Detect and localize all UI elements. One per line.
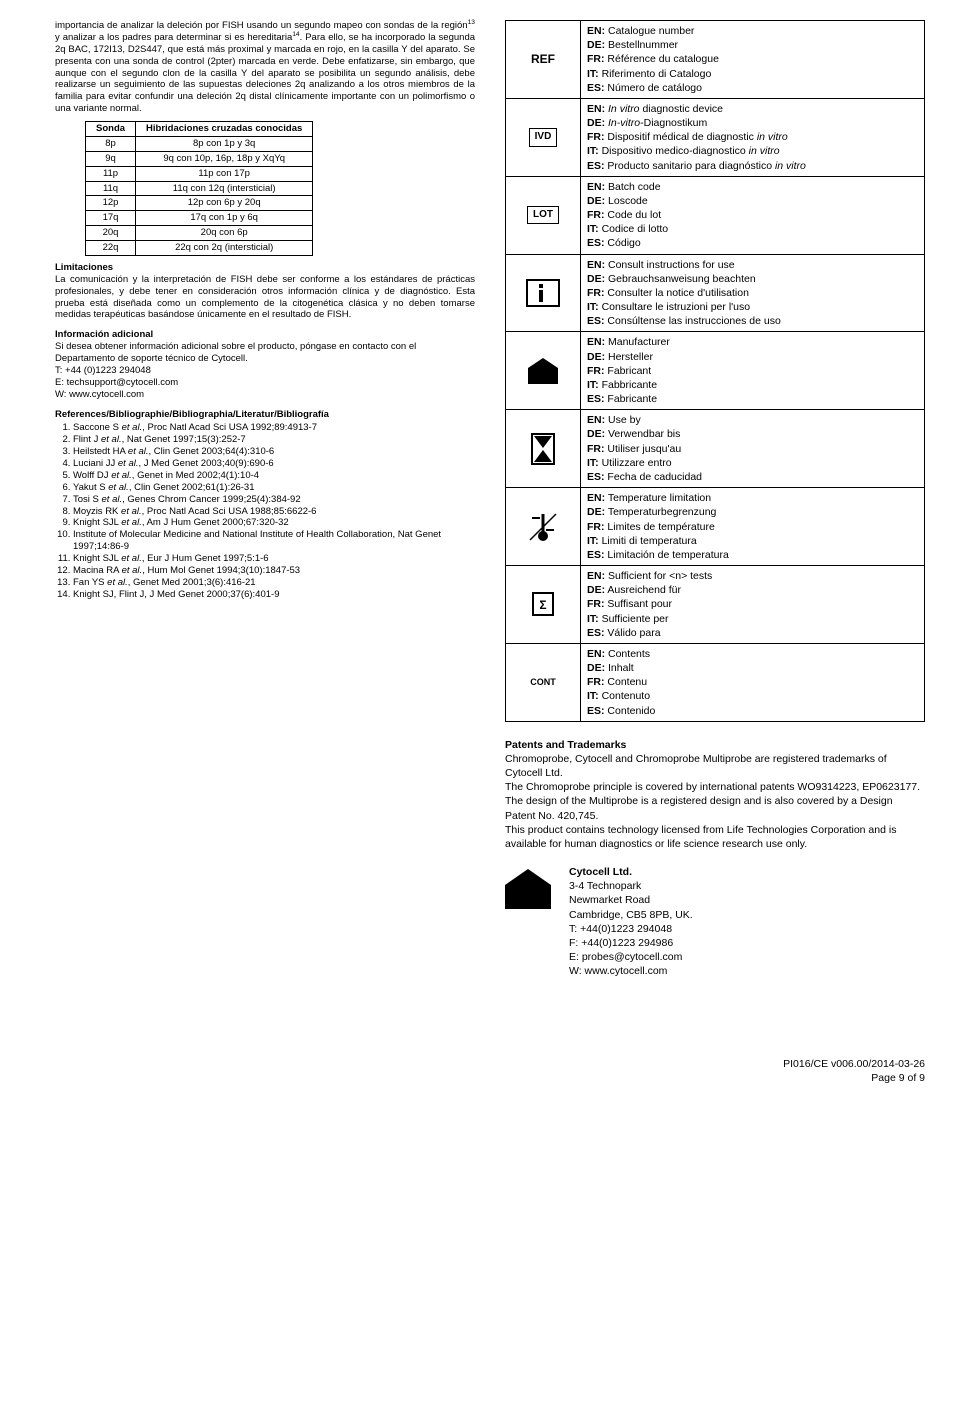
- reference-item: Knight SJL et al., Am J Hum Genet 2000;6…: [73, 517, 475, 529]
- symbol-icon-ifu: [506, 254, 581, 332]
- symbol-icon-mfg: [506, 332, 581, 410]
- reference-item: Flint J et al., Nat Genet 1997;15(3):252…: [73, 434, 475, 446]
- symbol-row: IVDEN: In vitro diagnostic deviceDE: In-…: [506, 98, 925, 176]
- company-address-block: Cytocell Ltd. 3-4 Technopark Newmarket R…: [505, 865, 925, 978]
- left-column: importancia de analizar la deleción por …: [55, 20, 475, 1085]
- patents-title: Patents and Trademarks: [505, 738, 925, 752]
- reference-item: Knight SJL et al., Eur J Hum Genet 1997;…: [73, 553, 475, 565]
- footer-doc-id: PI016/CE v006.00/2014-03-26: [505, 1058, 925, 1071]
- sonda-header-0: Sonda: [86, 122, 136, 137]
- company-name: Cytocell Ltd.: [569, 865, 693, 879]
- symbol-icon-exp: [506, 410, 581, 488]
- refs-title: References/Bibliographie/Bibliographia/L…: [55, 409, 475, 421]
- reference-item: Knight SJ, Flint J, J Med Genet 2000;37(…: [73, 589, 475, 601]
- sonda-table: Sonda Hibridaciones cruzadas conocidas 8…: [85, 121, 313, 256]
- symbol-icon-cont: CONT: [506, 643, 581, 721]
- symbol-desc: EN: In vitro diagnostic deviceDE: In-vit…: [581, 98, 925, 176]
- reference-item: Saccone S et al., Proc Natl Acad Sci USA…: [73, 422, 475, 434]
- sonda-header-1: Hibridaciones cruzadas conocidas: [136, 122, 313, 137]
- reference-item: Yakut S et al., Clin Genet 2002;61(1):26…: [73, 482, 475, 494]
- footer-page-number: Page 9 of 9: [505, 1072, 925, 1085]
- table-row: 22q22q con 2q (intersticial): [86, 241, 313, 256]
- table-row: 11q11q con 12q (intersticial): [86, 181, 313, 196]
- table-row: 9q9q con 10p, 16p, 18p y XqYq: [86, 151, 313, 166]
- symbols-table: REFEN: Catalogue numberDE: Bestellnummer…: [505, 20, 925, 722]
- symbol-icon-ref: REF: [506, 21, 581, 99]
- info-tel: T: +44 (0)1223 294048: [55, 365, 475, 377]
- page-footer: PI016/CE v006.00/2014-03-26 Page 9 of 9: [505, 1058, 925, 1084]
- reference-item: Institute of Molecular Medicine and Nati…: [73, 529, 475, 553]
- symbol-desc: EN: Sufficient for <n> testsDE: Ausreich…: [581, 566, 925, 644]
- table-row: 20q20q con 6p: [86, 226, 313, 241]
- table-row: 11p11p con 17p: [86, 166, 313, 181]
- reference-item: Luciani JJ et al., J Med Genet 2003;40(9…: [73, 458, 475, 470]
- symbol-desc: EN: Use byDE: Verwendbar bisFR: Utiliser…: [581, 410, 925, 488]
- patents-line: This product contains technology license…: [505, 823, 925, 851]
- table-row: 17q17q con 1p y 6q: [86, 211, 313, 226]
- reference-item: Tosi S et al., Genes Chrom Cancer 1999;2…: [73, 494, 475, 506]
- symbol-row: CONTEN: ContentsDE: InhaltFR: ContenuIT:…: [506, 643, 925, 721]
- reference-item: Macina RA et al., Hum Mol Genet 1994;3(1…: [73, 565, 475, 577]
- symbol-desc: EN: Catalogue numberDE: BestellnummerFR:…: [581, 21, 925, 99]
- info-title: Información adicional: [55, 329, 475, 341]
- symbol-desc: EN: Batch codeDE: LoscodeFR: Code du lot…: [581, 176, 925, 254]
- symbol-desc: EN: ContentsDE: InhaltFR: ContenuIT: Con…: [581, 643, 925, 721]
- symbol-desc: EN: ManufacturerDE: HerstellerFR: Fabric…: [581, 332, 925, 410]
- table-row: 8p8p con 1p y 3q: [86, 136, 313, 151]
- company-tel: T: +44(0)1223 294048: [569, 922, 693, 936]
- company-addr2: Newmarket Road: [569, 893, 693, 907]
- limitaciones-body: La comunicación y la interpretación de F…: [55, 274, 475, 322]
- page-columns: importancia de analizar la deleción por …: [55, 20, 930, 1085]
- limitaciones-title: Limitaciones: [55, 262, 475, 274]
- symbol-desc: EN: Consult instructions for useDE: Gebr…: [581, 254, 925, 332]
- symbol-row: REFEN: Catalogue numberDE: Bestellnummer…: [506, 21, 925, 99]
- company-email: E: probes@cytocell.com: [569, 950, 693, 964]
- intro-paragraph: importancia de analizar la deleción por …: [55, 20, 475, 115]
- symbol-row: EN: ManufacturerDE: HerstellerFR: Fabric…: [506, 332, 925, 410]
- symbol-row: EN: Consult instructions for useDE: Gebr…: [506, 254, 925, 332]
- references-list: Saccone S et al., Proc Natl Acad Sci USA…: [55, 422, 475, 600]
- reference-item: Heilstedt HA et al., Clin Genet 2003;64(…: [73, 446, 475, 458]
- reference-item: Fan YS et al., Genet Med 2001;3(6):416-2…: [73, 577, 475, 589]
- svg-text:Σ: Σ: [539, 598, 546, 612]
- manufacturer-icon: [505, 869, 551, 909]
- symbol-icon-temp: [506, 488, 581, 566]
- symbol-icon-lot: LOT: [506, 176, 581, 254]
- table-row: 12p12p con 6p y 20q: [86, 196, 313, 211]
- company-addr1: 3-4 Technopark: [569, 879, 693, 893]
- right-column: REFEN: Catalogue numberDE: Bestellnummer…: [505, 20, 925, 1085]
- company-fax: F: +44(0)1223 294986: [569, 936, 693, 950]
- symbol-row: LOTEN: Batch codeDE: LoscodeFR: Code du …: [506, 176, 925, 254]
- info-web: W: www.cytocell.com: [55, 389, 475, 401]
- patents-line: The Chromoprobe principle is covered by …: [505, 780, 925, 823]
- symbol-row: Σ EN: Sufficient for <n> testsDE: Ausreic…: [506, 566, 925, 644]
- info-email: E: techsupport@cytocell.com: [55, 377, 475, 389]
- patents-line: Chromoprobe, Cytocell and Chromoprobe Mu…: [505, 752, 925, 780]
- symbol-icon-suf: Σ: [506, 566, 581, 644]
- company-web: W: www.cytocell.com: [569, 964, 693, 978]
- patents-section: Patents and Trademarks Chromoprobe, Cyto…: [505, 738, 925, 851]
- symbol-icon-ivd: IVD: [506, 98, 581, 176]
- reference-item: Wolff DJ et al., Genet in Med 2002;4(1):…: [73, 470, 475, 482]
- symbol-row: EN: Use byDE: Verwendbar bisFR: Utiliser…: [506, 410, 925, 488]
- company-addr3: Cambridge, CB5 8PB, UK.: [569, 908, 693, 922]
- info-body: Si desea obtener información adicional s…: [55, 341, 475, 365]
- symbol-row: EN: Temperature limitationDE: Temperatur…: [506, 488, 925, 566]
- reference-item: Moyzis RK et al., Proc Natl Acad Sci USA…: [73, 506, 475, 518]
- symbol-desc: EN: Temperature limitationDE: Temperatur…: [581, 488, 925, 566]
